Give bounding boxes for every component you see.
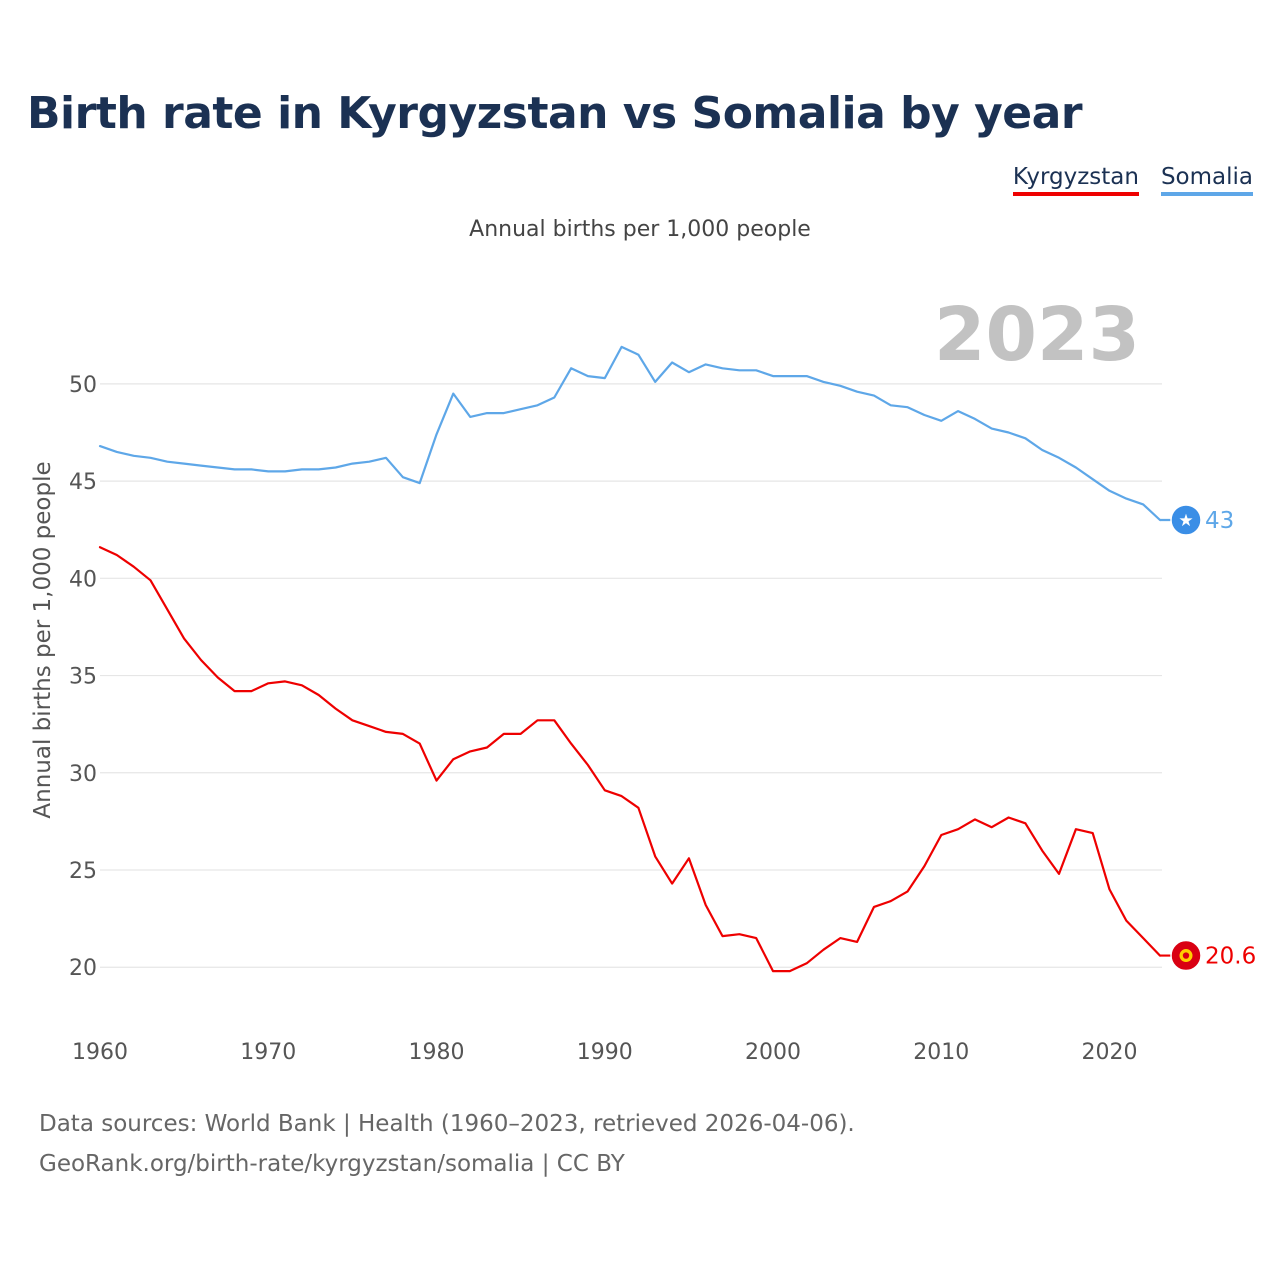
y-tick-label: 25 [69,859,97,884]
x-tick-label: 1980 [409,1040,465,1065]
series-line-somalia [98,345,1162,522]
y-tick-label: 30 [69,762,97,787]
kyrgyzstan-flag-icon [1170,939,1202,972]
y-tick-label: 40 [69,567,97,592]
y-tick-label: 45 [69,470,97,495]
legend: Kyrgyzstan Somalia [1012,164,1253,196]
sun-center-icon [1182,952,1190,959]
y-axis-label: Annual births per 1,000 people [30,461,56,818]
legend-item-somalia[interactable]: Somalia [1160,164,1253,196]
star-icon: ★ [1178,511,1193,531]
x-axis-ticks: 1960 1970 1980 1990 2000 2010 2020 [72,1040,1138,1065]
x-tick-label: 1990 [577,1040,633,1065]
chart-subtitle: Annual births per 1,000 people [469,217,811,242]
somalia-flag-icon: ★ [1170,504,1202,536]
end-label-somalia: 43 [1205,508,1234,534]
somalia-flag-disc [1170,504,1202,536]
footer-sources: Data sources: World Bank | Health (1960–… [39,1111,855,1137]
line-chart: 20 25 30 35 40 45 50 1960 1970 1980 1990 2000 2010 2… [30,292,1256,1065]
series-line-kyrgyzstan [98,546,1162,973]
x-tick-label: 2000 [745,1040,801,1065]
end-label-kyrgyzstan: 20.6 [1205,944,1256,970]
x-tick-label: 1970 [240,1040,296,1065]
y-axis-ticks: 20 25 30 35 40 45 50 [69,373,97,981]
x-tick-label: 2020 [1082,1040,1138,1065]
x-tick-label: 1960 [72,1040,128,1065]
y-tick-label: 20 [69,956,97,981]
series-endpoints: 20.6 ★ 43 [1170,504,1256,972]
chart-title: Birth rate in Kyrgyzstan vs Somalia by y… [27,88,1083,139]
y-tick-label: 50 [69,373,97,398]
year-watermark: 2023 [934,292,1140,378]
footer: Data sources: World Bank | Health (1960–… [39,1104,855,1184]
gridlines [100,383,1162,968]
x-tick-label: 2010 [913,1040,969,1065]
y-tick-label: 35 [69,665,97,690]
series-lines [98,345,1186,973]
legend-item-kyrgyzstan[interactable]: Kyrgyzstan [1012,164,1139,196]
footer-attribution: GeoRank.org/birth-rate/kyrgyzstan/somali… [39,1151,625,1177]
